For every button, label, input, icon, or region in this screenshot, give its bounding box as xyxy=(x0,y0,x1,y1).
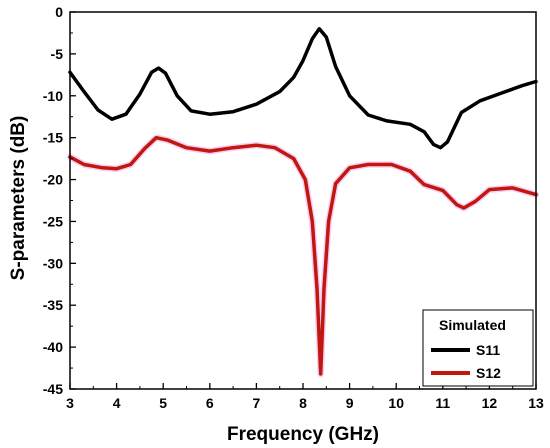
legend-label-s12: S12 xyxy=(476,365,501,381)
y-tick-label: 0 xyxy=(55,4,63,20)
y-tick-labels: 0 -5 -10 -15 -20 -25 -30 -35 -40 -45 xyxy=(43,4,63,397)
legend-title: Simulated xyxy=(439,317,506,333)
y-tick-label: -10 xyxy=(43,88,63,104)
y-tick-label: -20 xyxy=(43,172,63,188)
x-tick-labels: 3 4 5 6 7 8 9 10 11 12 13 xyxy=(66,395,544,411)
series-line-s12 xyxy=(68,135,538,376)
series-line-s11 xyxy=(68,27,538,150)
legend-label-s11: S11 xyxy=(476,342,500,358)
x-tick-label: 5 xyxy=(159,395,167,411)
y-axis-label: S-parameters (dB) xyxy=(8,116,29,281)
x-tick-label: 7 xyxy=(253,395,261,411)
y-tick-label: -30 xyxy=(43,255,63,271)
x-tick-label: 9 xyxy=(346,395,354,411)
x-axis-label: Frequency (GHz) xyxy=(227,424,379,445)
y-tick-label: -40 xyxy=(43,339,63,355)
x-tick-label: 13 xyxy=(528,395,544,411)
x-tick-label: 12 xyxy=(482,395,498,411)
x-tick-label: 10 xyxy=(388,395,404,411)
y-tick-label: -15 xyxy=(43,130,63,146)
tick-marks xyxy=(69,11,537,390)
x-tick-label: 4 xyxy=(113,395,121,411)
y-tick-label: -5 xyxy=(51,46,64,62)
x-tick-label: 6 xyxy=(206,395,214,411)
x-tick-label: 11 xyxy=(435,395,450,411)
y-tick-label: -45 xyxy=(43,381,63,397)
x-tick-label: 8 xyxy=(299,395,307,411)
series-layer xyxy=(66,27,540,378)
y-tick-label: -25 xyxy=(43,213,63,229)
legend: Simulated S11 S12 xyxy=(422,309,534,387)
x-tick-label: 3 xyxy=(66,395,74,411)
y-tick-label: -35 xyxy=(43,297,63,313)
